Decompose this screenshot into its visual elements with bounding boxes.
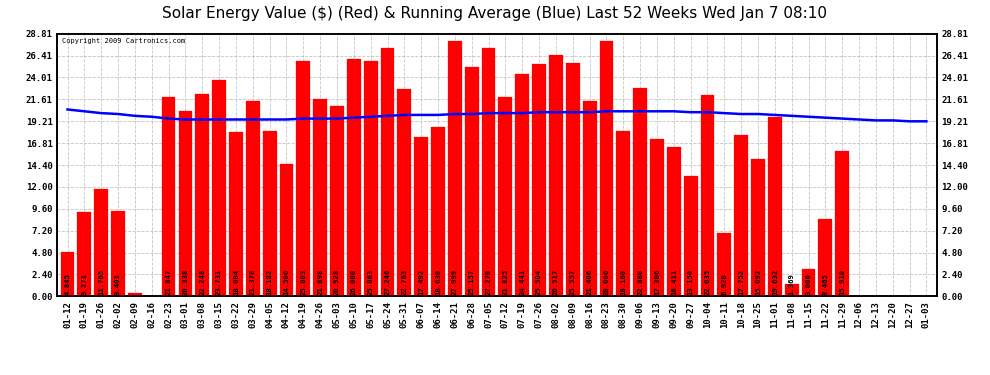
Bar: [836, 151, 849, 296]
Bar: [634, 88, 647, 296]
Text: 26.000: 26.000: [350, 268, 356, 295]
Text: 24.441: 24.441: [519, 268, 526, 295]
Text: 25.557: 25.557: [570, 268, 576, 295]
Bar: [549, 55, 563, 296]
Bar: [397, 89, 411, 296]
Bar: [279, 164, 293, 296]
Text: 16.411: 16.411: [671, 268, 677, 295]
Bar: [751, 159, 765, 296]
Text: 8.465: 8.465: [823, 273, 829, 295]
Text: 27.999: 27.999: [451, 268, 458, 295]
Text: 22.248: 22.248: [199, 268, 205, 295]
Bar: [262, 130, 276, 296]
Text: 22.763: 22.763: [401, 268, 407, 295]
Text: 17.752: 17.752: [739, 268, 744, 295]
Text: 22.035: 22.035: [705, 268, 711, 295]
Text: 9.271: 9.271: [81, 273, 87, 295]
Text: 21.698: 21.698: [317, 268, 323, 295]
Text: 21.406: 21.406: [587, 268, 593, 295]
Bar: [819, 219, 833, 296]
Text: 25.863: 25.863: [367, 268, 373, 295]
Bar: [77, 212, 91, 296]
Bar: [195, 93, 209, 296]
Bar: [161, 97, 175, 296]
Text: 27.246: 27.246: [384, 268, 390, 295]
Bar: [431, 126, 445, 296]
Bar: [583, 101, 597, 296]
Bar: [516, 74, 529, 296]
Bar: [380, 48, 394, 296]
Text: 20.338: 20.338: [182, 268, 188, 295]
Text: 27.270: 27.270: [485, 268, 492, 295]
Text: 14.506: 14.506: [283, 268, 289, 295]
Bar: [447, 41, 461, 296]
Bar: [566, 63, 580, 296]
Text: 21.847: 21.847: [165, 268, 171, 295]
Bar: [178, 111, 192, 296]
Bar: [600, 41, 614, 296]
Bar: [111, 211, 125, 296]
Bar: [617, 131, 631, 296]
Bar: [701, 96, 715, 296]
Bar: [768, 117, 782, 296]
Text: 18.160: 18.160: [621, 268, 627, 295]
Text: 28.006: 28.006: [604, 268, 610, 295]
Bar: [313, 99, 327, 296]
Text: 18.004: 18.004: [233, 268, 239, 295]
Bar: [246, 102, 259, 296]
Text: 18.630: 18.630: [435, 268, 441, 295]
Text: 23.731: 23.731: [216, 268, 222, 295]
Bar: [802, 269, 816, 296]
Bar: [414, 137, 428, 296]
Text: 20.928: 20.928: [334, 268, 340, 295]
Text: 21.378: 21.378: [249, 268, 255, 295]
Bar: [718, 233, 732, 296]
Bar: [465, 67, 478, 296]
Text: 3.006: 3.006: [806, 273, 812, 295]
Bar: [229, 132, 243, 296]
Bar: [735, 135, 748, 296]
Bar: [363, 61, 377, 296]
Bar: [684, 176, 698, 296]
Text: 18.182: 18.182: [266, 268, 272, 295]
Text: 9.401: 9.401: [115, 273, 121, 295]
Text: 11.765: 11.765: [98, 268, 104, 295]
Bar: [482, 48, 495, 296]
Text: 4.845: 4.845: [64, 273, 70, 295]
Bar: [346, 59, 360, 296]
Text: 25.803: 25.803: [300, 268, 306, 295]
Text: 25.504: 25.504: [536, 268, 543, 295]
Bar: [60, 252, 74, 296]
Text: 15.910: 15.910: [840, 268, 845, 295]
Text: 17.492: 17.492: [418, 268, 424, 295]
Bar: [650, 139, 664, 296]
Bar: [667, 147, 681, 296]
Text: Solar Energy Value ($) (Red) & Running Average (Blue) Last 52 Weeks Wed Jan 7 08: Solar Energy Value ($) (Red) & Running A…: [162, 6, 828, 21]
Text: 17.306: 17.306: [654, 268, 660, 295]
Text: 6.920: 6.920: [722, 273, 728, 295]
Text: 13.150: 13.150: [688, 268, 694, 295]
Bar: [128, 293, 142, 296]
Text: 19.632: 19.632: [772, 268, 778, 295]
Bar: [785, 284, 799, 296]
Text: 25.157: 25.157: [468, 268, 475, 295]
Bar: [499, 98, 512, 296]
Bar: [533, 64, 546, 296]
Bar: [94, 189, 108, 296]
Bar: [296, 61, 310, 296]
Text: 22.880: 22.880: [638, 268, 644, 295]
Text: 26.517: 26.517: [553, 268, 559, 295]
Bar: [330, 106, 344, 296]
Bar: [212, 80, 226, 296]
Text: 21.825: 21.825: [502, 268, 509, 295]
Text: 15.092: 15.092: [755, 268, 761, 295]
Text: 1.369: 1.369: [789, 273, 795, 295]
Text: Copyright 2009 Cartronics.com: Copyright 2009 Cartronics.com: [61, 38, 185, 44]
